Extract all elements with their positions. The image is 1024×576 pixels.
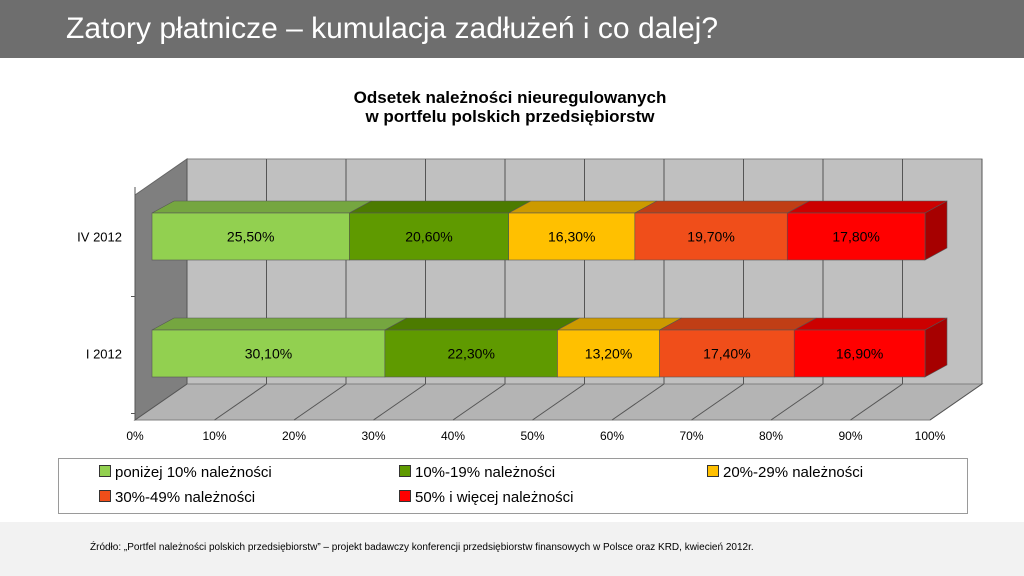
legend-swatch [707, 465, 719, 477]
category-label: IV 2012 [77, 230, 122, 245]
bar-top [787, 200, 948, 214]
chart-legend: poniżej 10% należności 10%-19% należnośc… [58, 458, 968, 514]
legend-swatch [99, 490, 111, 502]
legend-item-50-plus: 50% i więcej należności [399, 489, 573, 506]
stacked-bar-chart: 0% 10% 20% 30% 40% 50% 60% 70% 80% 90% 100% IV 2012… [77, 158, 984, 443]
floor-gridline [532, 383, 585, 421]
legend-label: 50% i więcej należności [415, 489, 574, 506]
bar-top [384, 317, 580, 331]
source-note: Źródło: „Portfel należności polskich prz… [90, 542, 754, 553]
bar-segment [349, 212, 510, 261]
legend-item-below-10: poniżej 10% należności [99, 464, 272, 481]
bar-segment [384, 329, 558, 378]
legend-item-10-19: 10%-19% należności [399, 464, 555, 481]
bar-segment [786, 212, 926, 261]
bar-segment [557, 329, 660, 378]
legend-swatch [399, 465, 411, 477]
x-tick-label: 10% [202, 429, 226, 443]
bar-top [634, 200, 810, 214]
floor-gridline [850, 383, 903, 421]
floor-gridline [611, 383, 665, 421]
data-label: 22,30% [447, 346, 494, 362]
x-tick-label: 60% [600, 429, 624, 443]
x-tick-label: 50% [520, 429, 544, 443]
bar-segment [634, 212, 788, 261]
bar-top [659, 317, 817, 331]
data-label: 30,10% [245, 346, 292, 362]
legend-label: poniżej 10% należności [115, 464, 272, 481]
floor-gridline [770, 383, 824, 421]
bar-segment [793, 329, 926, 378]
slide-footer: Źródło: „Portfel należności polskich prz… [0, 522, 1024, 576]
bar-segment [659, 329, 795, 378]
x-tick-label: 0% [126, 429, 144, 443]
data-label: 25,50% [227, 229, 274, 245]
legend-swatch [399, 490, 411, 502]
category-label: I 2012 [86, 347, 122, 362]
bar-top [151, 317, 408, 331]
floor-gridline [452, 383, 506, 421]
data-label: 17,80% [832, 229, 879, 245]
data-label: 16,30% [548, 229, 595, 245]
bar-segment [151, 212, 350, 261]
slide-header: Zatory płatnicze – kumulacja zadłużeń i … [0, 0, 1024, 58]
bar-top [794, 317, 948, 331]
data-label: 13,20% [585, 346, 632, 362]
legend-item-30-49: 30%-49% należności [99, 489, 255, 506]
data-label: 20,60% [405, 229, 452, 245]
floor-gridline [929, 383, 983, 421]
bar-top [508, 200, 657, 214]
floor-gridline [691, 383, 744, 421]
bar-segment [151, 329, 386, 378]
legend-label: 10%-19% należności [415, 464, 556, 481]
legend-label: 30%-49% należności [115, 489, 256, 506]
chart-title-line-1: Odsetek należności nieuregulowanych [353, 88, 667, 107]
slide-title: Zatory płatnicze – kumulacja zadłużeń i … [66, 12, 719, 45]
x-tick-label: 90% [838, 429, 862, 443]
floor-gridline [373, 383, 426, 421]
bar-top [349, 200, 531, 214]
floor-gridline [134, 383, 188, 421]
legend-swatch [99, 465, 111, 477]
legend-item-20-29: 20%-29% należności [707, 464, 863, 481]
x-tick-label: 30% [361, 429, 385, 443]
chart-title: Odsetek należności nieuregulowanych w po… [250, 88, 770, 126]
floor-gridline [214, 383, 267, 421]
bar-top [151, 200, 372, 214]
side-wall [134, 158, 188, 421]
x-tick-label: 100% [915, 429, 946, 443]
x-tick-label: 40% [441, 429, 465, 443]
data-label: 16,90% [836, 346, 883, 362]
x-tick-label: 20% [282, 429, 306, 443]
data-label: 19,70% [687, 229, 734, 245]
data-label: 17,40% [703, 346, 750, 362]
bar-segment [508, 212, 636, 261]
x-tick-label: 70% [679, 429, 703, 443]
floor-gridline [293, 383, 347, 421]
chart-title-line-2: w portfelu polskich przedsiębiorstw [365, 107, 655, 126]
legend-label: 20%-29% należności [723, 464, 864, 481]
x-tick-label: 80% [759, 429, 783, 443]
